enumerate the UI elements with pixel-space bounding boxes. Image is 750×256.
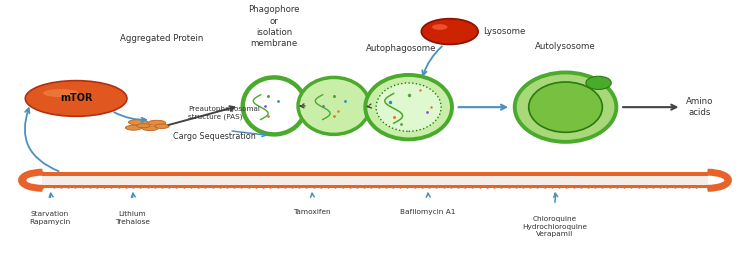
Ellipse shape (422, 19, 478, 45)
Text: mTOR: mTOR (60, 93, 92, 103)
Ellipse shape (148, 120, 166, 125)
Ellipse shape (136, 124, 150, 128)
Ellipse shape (298, 77, 370, 134)
Bar (43, 185, 707, 188)
Text: Tamoxifen: Tamoxifen (292, 209, 330, 215)
Text: Bafilomycin A1: Bafilomycin A1 (400, 209, 455, 215)
Text: Chloroquine
Hydrochloroquine
Verapamil: Chloroquine Hydrochloroquine Verapamil (522, 216, 586, 237)
Ellipse shape (155, 124, 170, 129)
Ellipse shape (376, 83, 441, 131)
Text: Lithium
Trehalose: Lithium Trehalose (115, 211, 149, 225)
Text: Preautophagosomal
structure (PAS): Preautophagosomal structure (PAS) (188, 106, 260, 120)
Text: Autophagosome: Autophagosome (366, 44, 436, 54)
Text: Amino
acids: Amino acids (686, 98, 714, 117)
Text: Autolysosome: Autolysosome (536, 42, 596, 51)
Ellipse shape (586, 76, 611, 89)
Text: Aggregated Protein: Aggregated Protein (120, 35, 204, 44)
Ellipse shape (514, 72, 616, 142)
Ellipse shape (365, 75, 452, 139)
Ellipse shape (142, 126, 158, 131)
Bar (43, 176, 707, 185)
Ellipse shape (128, 120, 148, 125)
Ellipse shape (432, 24, 448, 30)
Text: Phagophore
or
isolation
membrane: Phagophore or isolation membrane (248, 5, 300, 48)
Ellipse shape (529, 82, 602, 132)
Text: Lysosome: Lysosome (483, 27, 526, 36)
Ellipse shape (125, 125, 142, 130)
Ellipse shape (43, 89, 79, 97)
Ellipse shape (26, 81, 127, 116)
Text: Cargo Sequestration: Cargo Sequestration (173, 132, 256, 141)
Bar (43, 172, 707, 176)
Text: Starvation
Rapamycin: Starvation Rapamycin (29, 211, 70, 225)
